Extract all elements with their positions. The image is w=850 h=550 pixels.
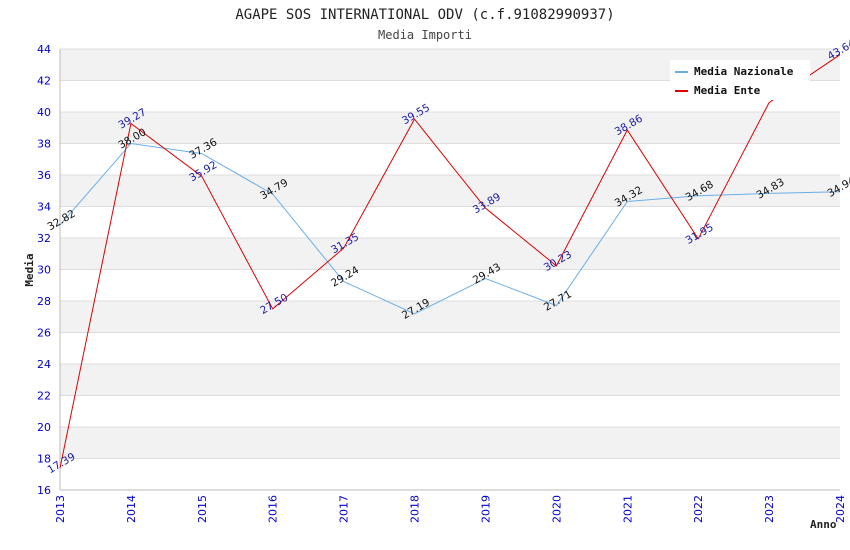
y-tick-label: 28 xyxy=(37,295,51,308)
series-line-media-nazionale xyxy=(59,142,841,315)
grid-band xyxy=(60,301,840,333)
y-tick-label: 40 xyxy=(37,106,51,119)
x-tick-label: 2013 xyxy=(54,495,67,523)
y-tick-label: 16 xyxy=(37,484,51,497)
chart-title: AGAPE SOS INTERNATIONAL ODV (c.f.9108299… xyxy=(235,7,614,23)
grid-band xyxy=(60,427,840,459)
y-axis-ticks: 16 18 20 22 24 26 28 30 32 34 36 38 40 42 44 xyxy=(37,43,51,497)
legend-label-media-ente: Media Ente xyxy=(694,84,761,97)
y-tick-label: 38 xyxy=(37,138,51,151)
y-tick-label: 22 xyxy=(37,390,51,403)
y-tick-label: 30 xyxy=(37,264,51,277)
x-tick-label: 2017 xyxy=(338,495,351,523)
y-tick-label: 36 xyxy=(37,169,51,182)
x-tick-label: 2015 xyxy=(196,495,209,523)
x-tick-label: 2020 xyxy=(550,495,563,523)
x-tick-label: 2016 xyxy=(267,495,280,523)
legend-label-media-nazionale: Media Nazionale xyxy=(694,65,794,78)
data-label: 43.64 xyxy=(825,37,850,63)
grid-band xyxy=(60,112,840,144)
y-tick-label: 42 xyxy=(37,75,51,88)
x-tick-label: 2018 xyxy=(409,495,422,523)
y-tick-label: 32 xyxy=(37,232,51,245)
grid-band xyxy=(60,175,840,207)
x-tick-label: 2024 xyxy=(834,495,847,523)
legend: Media Nazionale Media Ente xyxy=(670,60,810,100)
legend-box xyxy=(670,60,810,100)
x-tick-label: 2023 xyxy=(763,495,776,523)
series-line-media-ente xyxy=(59,54,841,469)
series-lines xyxy=(59,54,841,469)
x-axis-title: Anno xyxy=(810,518,837,531)
y-axis-title: Media xyxy=(23,253,36,286)
grid-bands xyxy=(60,48,840,491)
x-tick-label: 2022 xyxy=(692,495,705,523)
grid-band xyxy=(60,364,840,396)
x-tick-label: 2021 xyxy=(621,495,634,523)
y-tick-label: 24 xyxy=(37,358,51,371)
x-tick-label: 2019 xyxy=(479,495,492,523)
y-tick-label: 44 xyxy=(37,43,51,56)
chart-subtitle: Media Importi xyxy=(378,28,472,42)
x-tick-label: 2014 xyxy=(125,495,138,523)
x-axis-ticks: 2013 2014 2015 2016 2017 2018 2019 2020 2021 2022… xyxy=(54,495,847,523)
y-tick-label: 26 xyxy=(37,327,51,340)
y-tick-label: 34 xyxy=(37,201,51,214)
y-tick-label: 18 xyxy=(37,453,51,466)
grid-band xyxy=(60,238,840,270)
y-tick-label: 20 xyxy=(37,421,51,434)
